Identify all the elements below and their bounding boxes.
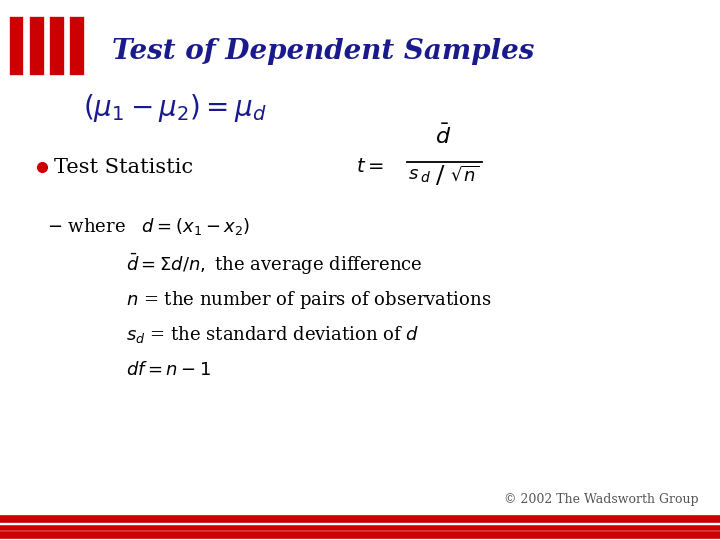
- Text: $s$: $s$: [408, 165, 420, 183]
- Text: $\bar{d} = \Sigma d/n,$ the average difference: $\bar{d} = \Sigma d/n,$ the average diff…: [126, 252, 423, 278]
- Text: $t =$: $t =$: [356, 158, 384, 177]
- Text: $df = n - 1$: $df = n - 1$: [126, 361, 211, 379]
- Text: $n$ = the number of pairs of observations: $n$ = the number of pairs of observation…: [126, 289, 491, 310]
- Bar: [69, 16, 85, 76]
- Text: $d$: $d$: [420, 170, 431, 185]
- Bar: [29, 16, 45, 76]
- Text: $\bar{d}$: $\bar{d}$: [435, 124, 451, 148]
- Bar: [9, 16, 24, 76]
- Text: $(\mu_1 - \mu_2) = \mu_d$: $(\mu_1 - \mu_2) = \mu_d$: [83, 92, 266, 124]
- Text: $\sqrt{n}$: $\sqrt{n}$: [450, 165, 479, 185]
- Text: Test Statistic: Test Statistic: [54, 158, 193, 177]
- Text: /: /: [436, 165, 445, 188]
- Bar: [49, 16, 65, 76]
- Text: $-$ where   $d = (x_1 - x_2)$: $-$ where $d = (x_1 - x_2)$: [47, 217, 250, 237]
- Text: © 2002 The Wadsworth Group: © 2002 The Wadsworth Group: [504, 493, 698, 506]
- Text: $s_d$ = the standard deviation of $d$: $s_d$ = the standard deviation of $d$: [126, 325, 419, 345]
- Text: Test of Dependent Samples: Test of Dependent Samples: [112, 38, 534, 65]
